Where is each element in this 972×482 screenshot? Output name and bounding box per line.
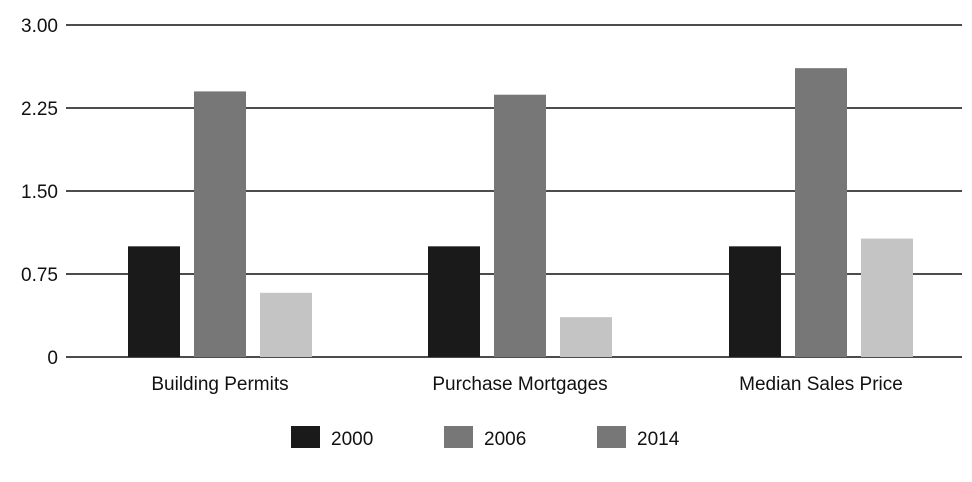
y-tick-label-3: 2.25: [21, 99, 58, 120]
legend-label-2014: 2014: [637, 429, 680, 450]
category-label-1: Purchase Mortgages: [432, 374, 607, 395]
y-tick-label-0: 0: [47, 348, 58, 369]
y-axis-ticks: 0 0.75 1.50 2.25 3.00: [21, 16, 58, 369]
category-label-2: Median Sales Price: [739, 374, 903, 395]
y-tick-label-4: 3.00: [21, 16, 58, 37]
legend: 2000 2006 2014: [291, 426, 680, 450]
x-axis-categories: Building Permits Purchase Mortgages Median…: [151, 374, 902, 395]
bar-2-series-2006: [795, 68, 847, 357]
legend-swatch-2014: [597, 426, 626, 448]
legend-item-2014: 2014: [597, 426, 680, 450]
bars: [128, 68, 913, 358]
bar-1-series-2014: [560, 317, 612, 357]
legend-label-2000: 2000: [331, 429, 373, 450]
bar-1-series-2000: [428, 246, 480, 357]
bar-0-series-2006: [194, 91, 246, 358]
legend-item-2000: 2000: [291, 426, 373, 450]
legend-swatch-2006: [444, 426, 473, 448]
bar-0-series-2000: [128, 246, 180, 357]
legend-swatch-2000: [291, 426, 320, 448]
legend-label-2006: 2006: [484, 429, 526, 450]
y-tick-label-1: 0.75: [21, 265, 58, 286]
bar-0-series-2014: [260, 292, 312, 357]
legend-item-2006: 2006: [444, 426, 526, 450]
y-tick-label-2: 1.50: [21, 182, 58, 203]
bar-1-series-2006: [494, 94, 546, 357]
category-label-0: Building Permits: [151, 374, 288, 395]
bar-2-series-2000: [729, 246, 781, 357]
bar-2-series-2014: [861, 238, 913, 357]
